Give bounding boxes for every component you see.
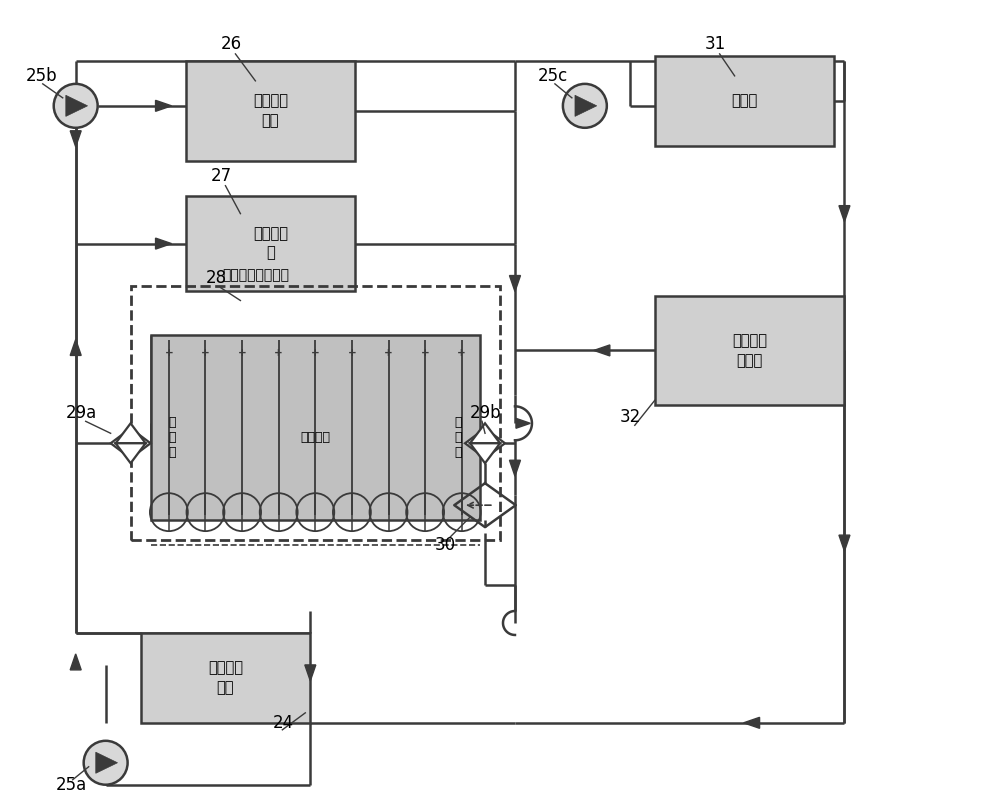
Text: 储能装置冷却系统: 储能装置冷却系统 (222, 268, 289, 283)
Polygon shape (156, 238, 172, 249)
Text: 缸套水冷
却系统: 缸套水冷 却系统 (732, 333, 767, 368)
Polygon shape (156, 100, 172, 111)
FancyBboxPatch shape (141, 633, 310, 723)
Polygon shape (70, 131, 81, 146)
Text: +: + (384, 349, 393, 358)
Text: +: + (348, 349, 356, 358)
Circle shape (84, 741, 128, 785)
FancyBboxPatch shape (151, 335, 480, 520)
Polygon shape (485, 428, 505, 458)
Polygon shape (96, 752, 118, 773)
FancyBboxPatch shape (186, 196, 355, 291)
Text: +: + (201, 349, 210, 358)
Polygon shape (116, 423, 146, 443)
Text: +: + (421, 349, 429, 358)
Polygon shape (575, 96, 597, 116)
Text: 29b: 29b (470, 404, 502, 423)
Polygon shape (70, 654, 81, 670)
Polygon shape (70, 339, 81, 356)
Text: 25b: 25b (26, 67, 57, 85)
Text: 25c: 25c (538, 67, 568, 85)
Text: 30: 30 (435, 537, 456, 554)
Polygon shape (839, 205, 850, 221)
Text: 28: 28 (205, 268, 227, 287)
Text: 29a: 29a (66, 404, 97, 423)
Polygon shape (116, 443, 146, 463)
Polygon shape (470, 443, 500, 463)
Text: +: + (238, 349, 246, 358)
Text: 开式海水
冷却: 开式海水 冷却 (208, 661, 243, 695)
Polygon shape (509, 460, 520, 476)
Text: +: + (274, 349, 283, 358)
Polygon shape (516, 419, 530, 428)
Polygon shape (509, 275, 520, 291)
Polygon shape (470, 423, 500, 443)
FancyBboxPatch shape (655, 56, 834, 146)
Polygon shape (111, 428, 131, 458)
Text: 进
液
口: 进 液 口 (169, 416, 176, 458)
Text: 25a: 25a (56, 776, 87, 794)
Text: 32: 32 (620, 408, 641, 427)
Text: 24: 24 (272, 714, 293, 732)
Text: 相变材料: 相变材料 (300, 431, 330, 443)
FancyBboxPatch shape (655, 295, 844, 405)
Text: 出
液
口: 出 液 口 (454, 416, 462, 458)
Polygon shape (131, 428, 151, 458)
Text: +: + (164, 349, 173, 358)
Text: 发动机: 发动机 (731, 93, 758, 108)
Text: +: + (311, 349, 320, 358)
Polygon shape (744, 717, 760, 728)
Circle shape (563, 84, 607, 128)
Polygon shape (305, 665, 316, 681)
Text: 27: 27 (210, 166, 232, 185)
Text: +: + (457, 349, 466, 358)
Polygon shape (66, 96, 88, 116)
Text: 31: 31 (705, 35, 726, 53)
Text: 空冷器系
统: 空冷器系 统 (253, 226, 288, 260)
FancyBboxPatch shape (186, 61, 355, 161)
Circle shape (54, 84, 98, 128)
Polygon shape (594, 345, 610, 356)
Polygon shape (465, 428, 485, 458)
Text: 滑油冷却
系统: 滑油冷却 系统 (253, 93, 288, 128)
Text: 26: 26 (220, 35, 242, 53)
Polygon shape (839, 535, 850, 551)
